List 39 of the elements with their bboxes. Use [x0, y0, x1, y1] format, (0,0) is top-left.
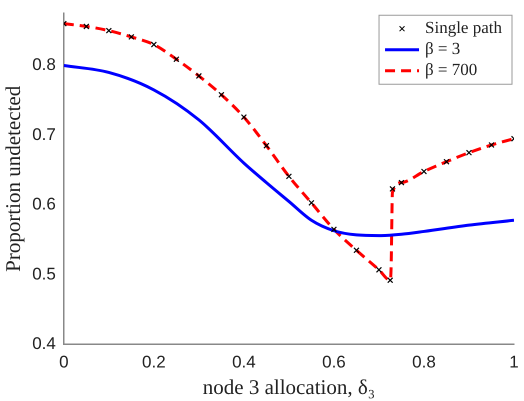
point — [398, 180, 405, 186]
point — [106, 28, 112, 34]
point — [286, 173, 292, 180]
y-tick-label: 0.8 — [32, 55, 56, 74]
legend-label: β = 700 — [425, 60, 478, 80]
point — [443, 158, 450, 165]
y-tick-label: 0.7 — [32, 124, 56, 144]
point — [353, 247, 360, 254]
point — [376, 266, 382, 273]
y-tick-label: 0.5 — [32, 264, 56, 284]
x-axis-title: node 3 allocation, δ₃ — [202, 374, 376, 399]
point — [196, 72, 202, 80]
point — [128, 34, 134, 40]
x-tick-label: 1 — [509, 352, 519, 372]
point — [387, 277, 394, 284]
point — [218, 92, 224, 98]
line-series — [64, 22, 514, 282]
y-tick-label: 0.6 — [32, 194, 56, 214]
x-tick-label: 0.8 — [412, 352, 436, 372]
y-axis-title: Proportion undetected — [1, 85, 26, 272]
point — [466, 150, 472, 156]
legend-label: β = 3 — [425, 39, 460, 58]
legend-label: Single path — [425, 18, 502, 38]
point — [488, 142, 495, 148]
point — [420, 168, 428, 175]
x-tick-label: 0.2 — [142, 352, 166, 372]
point — [83, 23, 90, 30]
x-tick-label: 0.4 — [232, 352, 256, 372]
point — [308, 200, 314, 206]
point — [150, 42, 157, 48]
point — [389, 186, 396, 192]
point — [173, 56, 180, 62]
point — [263, 142, 270, 149]
x-tick-label: 0.6 — [322, 352, 346, 372]
point — [240, 114, 247, 120]
x-tick-label: 0 — [59, 352, 69, 372]
y-tick-label: 0.4 — [32, 334, 56, 354]
line-series — [64, 64, 514, 238]
point — [330, 226, 338, 232]
